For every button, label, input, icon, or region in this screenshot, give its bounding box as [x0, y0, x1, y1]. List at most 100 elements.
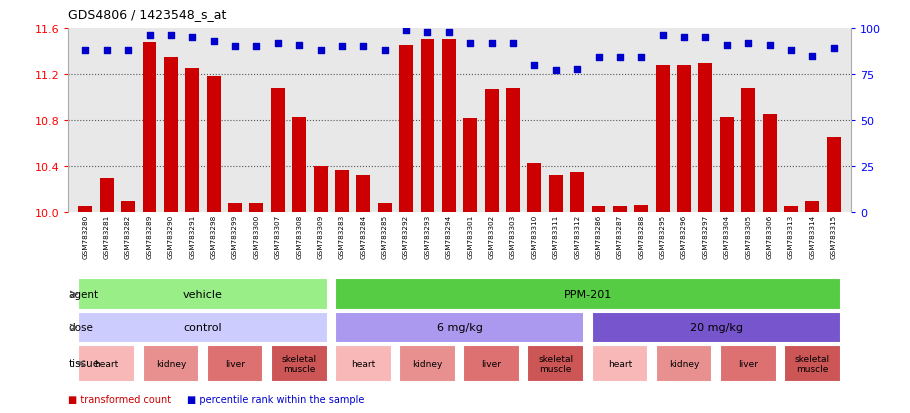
Bar: [249, 204, 263, 213]
Bar: [784, 345, 841, 382]
Text: control: control: [184, 322, 222, 332]
Bar: [164, 58, 177, 213]
Bar: [314, 167, 328, 213]
Bar: [335, 279, 841, 310]
Bar: [357, 176, 370, 213]
Point: [784, 47, 798, 54]
Bar: [485, 90, 499, 213]
Point: [185, 35, 199, 41]
Bar: [528, 345, 584, 382]
Point: [484, 40, 499, 47]
Text: 6 mg/kg: 6 mg/kg: [437, 322, 482, 332]
Bar: [292, 117, 306, 213]
Point: [164, 33, 178, 40]
Bar: [207, 77, 220, 213]
Bar: [656, 345, 713, 382]
Point: [741, 40, 755, 47]
Point: [270, 40, 285, 47]
Bar: [720, 117, 733, 213]
Point: [441, 29, 456, 36]
Point: [527, 62, 541, 69]
Text: liver: liver: [225, 359, 245, 368]
Text: heart: heart: [608, 359, 632, 368]
Text: skeletal
muscle: skeletal muscle: [538, 354, 573, 373]
Point: [677, 35, 692, 41]
Point: [313, 47, 328, 54]
Point: [549, 68, 563, 74]
Text: liver: liver: [481, 359, 501, 368]
Text: dose: dose: [68, 322, 94, 332]
Point: [249, 44, 264, 50]
Bar: [335, 170, 349, 213]
Point: [463, 40, 478, 47]
Point: [763, 42, 777, 49]
Point: [378, 47, 392, 54]
Bar: [143, 345, 199, 382]
Text: heart: heart: [351, 359, 376, 368]
Bar: [271, 89, 285, 213]
Point: [78, 47, 93, 54]
Text: ■ transformed count: ■ transformed count: [68, 394, 171, 404]
Bar: [634, 206, 648, 213]
Bar: [78, 279, 328, 310]
Point: [805, 53, 820, 60]
Point: [826, 46, 841, 52]
Bar: [100, 178, 114, 213]
Text: kidney: kidney: [412, 359, 442, 368]
Text: skeletal
muscle: skeletal muscle: [281, 354, 317, 373]
Bar: [506, 89, 520, 213]
Bar: [699, 63, 713, 213]
Bar: [228, 204, 242, 213]
Bar: [677, 66, 691, 213]
Point: [292, 42, 307, 49]
Bar: [720, 345, 776, 382]
Point: [420, 29, 435, 36]
Bar: [442, 40, 456, 213]
Text: GDS4806 / 1423548_s_at: GDS4806 / 1423548_s_at: [68, 8, 227, 21]
Bar: [613, 207, 627, 213]
Text: skeletal
muscle: skeletal muscle: [794, 354, 830, 373]
Text: liver: liver: [738, 359, 758, 368]
Bar: [207, 345, 263, 382]
Point: [121, 47, 136, 54]
Bar: [378, 204, 391, 213]
Bar: [742, 89, 755, 213]
Point: [356, 44, 370, 50]
Bar: [763, 115, 776, 213]
Text: heart: heart: [95, 359, 119, 368]
Bar: [827, 138, 841, 213]
Bar: [335, 312, 584, 343]
Bar: [78, 345, 135, 382]
Bar: [528, 163, 541, 213]
Text: kidney: kidney: [156, 359, 186, 368]
Bar: [186, 69, 199, 213]
Text: tissue: tissue: [68, 358, 100, 368]
Text: PPM-201: PPM-201: [563, 289, 612, 299]
Point: [399, 27, 413, 34]
Bar: [335, 345, 391, 382]
Bar: [805, 201, 819, 213]
Point: [506, 40, 521, 47]
Bar: [399, 345, 456, 382]
Bar: [420, 40, 434, 213]
Point: [142, 33, 157, 40]
Bar: [549, 176, 562, 213]
Point: [335, 44, 349, 50]
Bar: [271, 345, 328, 382]
Point: [228, 44, 242, 50]
Point: [655, 33, 670, 40]
Bar: [143, 43, 157, 213]
Point: [592, 55, 606, 62]
Point: [99, 47, 114, 54]
Point: [698, 35, 713, 41]
Bar: [121, 201, 135, 213]
Bar: [463, 345, 520, 382]
Text: 20 mg/kg: 20 mg/kg: [690, 322, 743, 332]
Text: kidney: kidney: [669, 359, 699, 368]
Point: [720, 42, 734, 49]
Text: vehicle: vehicle: [183, 289, 223, 299]
Bar: [592, 345, 648, 382]
Bar: [78, 312, 328, 343]
Bar: [656, 66, 670, 213]
Bar: [784, 207, 798, 213]
